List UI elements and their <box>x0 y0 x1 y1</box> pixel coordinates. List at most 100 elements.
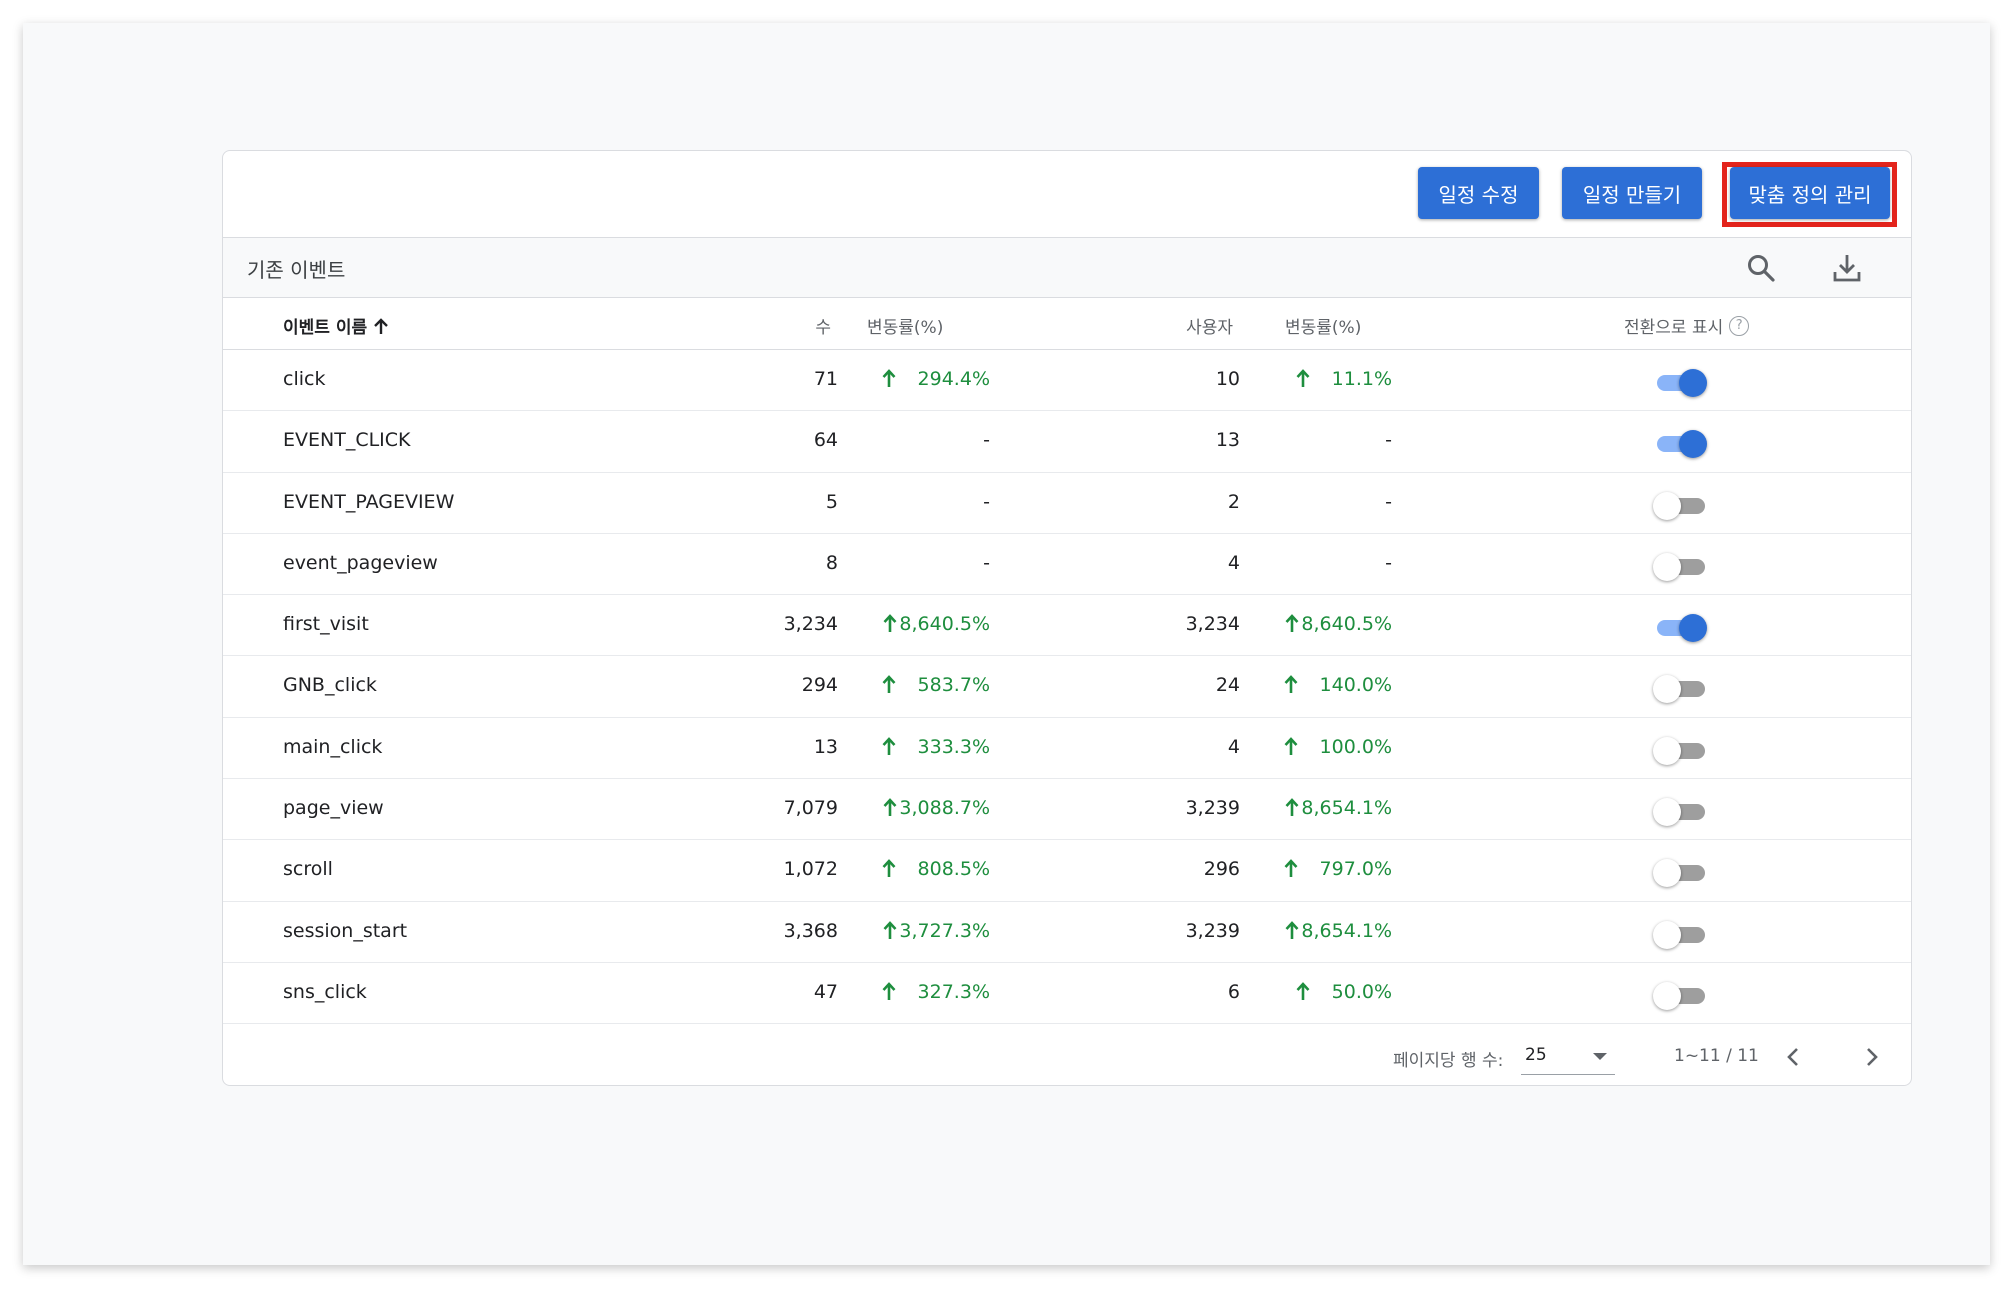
rows-per-page-label: 페이지당 행 수: <box>1393 1051 1504 1071</box>
page-range: 1~11 / 11 <box>1674 1046 1759 1066</box>
trend-up-icon <box>1284 859 1298 878</box>
trend-up-icon <box>882 859 896 878</box>
users-change-value: 100.0% <box>1319 735 1392 758</box>
count-cell: 8 <box>825 551 838 574</box>
help-icon[interactable]: ? <box>1729 315 1750 336</box>
edit-schedule-button[interactable]: 일정 수정 <box>1418 167 1539 219</box>
table-row: EVENT_PAGEVIEW 5 - 2 - <box>223 473 1911 534</box>
column-header-users-change[interactable]: 변동률(%) <box>1285 318 1362 338</box>
column-header-users[interactable]: 사용자 <box>1186 318 1233 338</box>
trend-up-icon <box>883 614 897 633</box>
count-change-cell: - <box>983 552 990 574</box>
toggle-knob <box>1679 369 1707 397</box>
table-row: first_visit 3,234 8,640.5% 3,234 8,640.5% <box>223 595 1911 657</box>
count-change-cell: 327.3% <box>882 981 990 1003</box>
search-icon[interactable] <box>1743 250 1779 286</box>
event-name-cell: click <box>283 368 326 390</box>
count-cell: 294 <box>801 674 838 697</box>
users-change-value: 8,640.5% <box>1301 613 1392 636</box>
conversion-toggle[interactable] <box>1653 490 1709 520</box>
toggle-knob <box>1653 981 1681 1010</box>
download-icon[interactable] <box>1829 250 1865 286</box>
create-schedule-button[interactable]: 일정 만들기 <box>1562 167 1702 219</box>
column-header-event-name-label: 이벤트 이름 <box>283 318 368 338</box>
users-cell: 3,239 <box>1185 919 1240 942</box>
table-row: scroll 1,072 808.5% 296 797.0% <box>223 840 1911 902</box>
count-cell: 13 <box>813 735 838 758</box>
conversion-toggle[interactable] <box>1653 367 1709 397</box>
users-cell: 2 <box>1227 490 1240 513</box>
users-change-value: 50.0% <box>1331 980 1392 1003</box>
event-name-cell: GNB_click <box>283 674 377 697</box>
count-change-cell: - <box>983 429 990 451</box>
users-cell: 13 <box>1215 429 1240 452</box>
trend-up-icon <box>1284 675 1298 694</box>
column-header-conversion-label: 전환으로 표시 <box>1624 318 1724 338</box>
users-change-cell: 797.0% <box>1284 858 1392 880</box>
table-row: session_start 3,368 3,727.3% 3,239 8,654.1% <box>223 902 1911 963</box>
users-change-value: 8,654.1% <box>1301 797 1392 820</box>
users-cell: 24 <box>1215 674 1240 697</box>
manage-custom-definitions-button[interactable]: 맞춤 정의 관리 <box>1730 167 1890 219</box>
count-change-cell: - <box>983 491 990 513</box>
screenshot-frame: 일정 수정 일정 만들기 맞춤 정의 관리 기존 이벤트 <box>23 23 1990 1265</box>
conversion-toggle[interactable] <box>1653 735 1709 765</box>
column-header-event-name[interactable]: 이벤트 이름 <box>283 313 389 338</box>
event-name-cell: page_view <box>283 797 384 820</box>
count-cell: 64 <box>813 429 838 452</box>
toolbar: 일정 수정 일정 만들기 맞춤 정의 관리 <box>223 151 1911 238</box>
count-change-value: 808.5% <box>917 858 990 881</box>
users-change-cell: - <box>1385 552 1392 574</box>
users-cell: 296 <box>1203 858 1240 881</box>
users-cell: 3,239 <box>1185 797 1240 820</box>
users-change-value: - <box>1385 551 1392 574</box>
conversion-toggle[interactable] <box>1653 428 1709 459</box>
users-cell: 6 <box>1227 980 1240 1003</box>
event-name-cell: session_start <box>283 919 408 942</box>
table-header: 이벤트 이름 수 변동률(%) 사용자 변동률(%) 전환으로 표시 ? <box>223 298 1911 350</box>
users-change-value: 8,654.1% <box>1301 919 1392 942</box>
conversion-toggle[interactable] <box>1653 980 1709 1010</box>
toggle-knob <box>1653 859 1681 888</box>
users-change-value: 797.0% <box>1319 858 1392 881</box>
count-change-value: 3,088.7% <box>899 797 990 820</box>
table-row: sns_click 47 327.3% 6 50.0% <box>223 963 1911 1025</box>
conversion-toggle[interactable] <box>1653 612 1709 643</box>
trend-up-icon <box>883 798 897 817</box>
conversion-toggle[interactable] <box>1653 919 1709 949</box>
conversion-toggle[interactable] <box>1653 857 1709 888</box>
trend-up-icon <box>1285 920 1299 939</box>
count-change-value: 333.3% <box>917 735 990 758</box>
users-change-value: - <box>1385 429 1392 452</box>
toggle-knob <box>1653 736 1681 765</box>
count-change-value: - <box>983 490 990 513</box>
section-title: 기존 이벤트 <box>247 258 346 282</box>
users-cell: 4 <box>1227 551 1240 574</box>
count-cell: 3,234 <box>783 613 838 636</box>
count-cell: 3,368 <box>783 919 838 942</box>
count-change-value: 583.7% <box>917 674 990 697</box>
caret-down-icon <box>1593 1053 1607 1060</box>
count-cell: 5 <box>825 490 838 513</box>
table-row: page_view 7,079 3,088.7% 3,239 8,654.1% <box>223 779 1911 841</box>
conversion-toggle[interactable] <box>1653 551 1709 581</box>
column-header-count-change[interactable]: 변동률(%) <box>867 318 944 338</box>
rows-per-page-select[interactable]: 25 <box>1521 1039 1615 1075</box>
column-header-count[interactable]: 수 <box>815 318 831 338</box>
trend-up-icon <box>882 369 896 387</box>
users-change-value: 140.0% <box>1319 674 1392 697</box>
event-name-cell: EVENT_CLICK <box>283 429 411 452</box>
conversion-toggle[interactable] <box>1653 673 1709 704</box>
highlight-box <box>1722 162 1897 227</box>
users-change-cell: - <box>1385 429 1392 451</box>
conversion-toggle[interactable] <box>1653 796 1709 827</box>
users-cell: 10 <box>1215 368 1240 390</box>
event-name-cell: sns_click <box>283 980 367 1003</box>
count-change-cell: 8,640.5% <box>883 613 990 635</box>
count-change-value: 327.3% <box>917 980 990 1003</box>
toggle-knob <box>1653 798 1681 827</box>
chevron-left-icon[interactable] <box>1776 1039 1812 1075</box>
pagination-footer: 페이지당 행 수: 25 1~11 / 11 <box>223 1023 1911 1085</box>
chevron-right-icon[interactable] <box>1853 1039 1889 1075</box>
section-header: 기존 이벤트 <box>223 238 1911 298</box>
